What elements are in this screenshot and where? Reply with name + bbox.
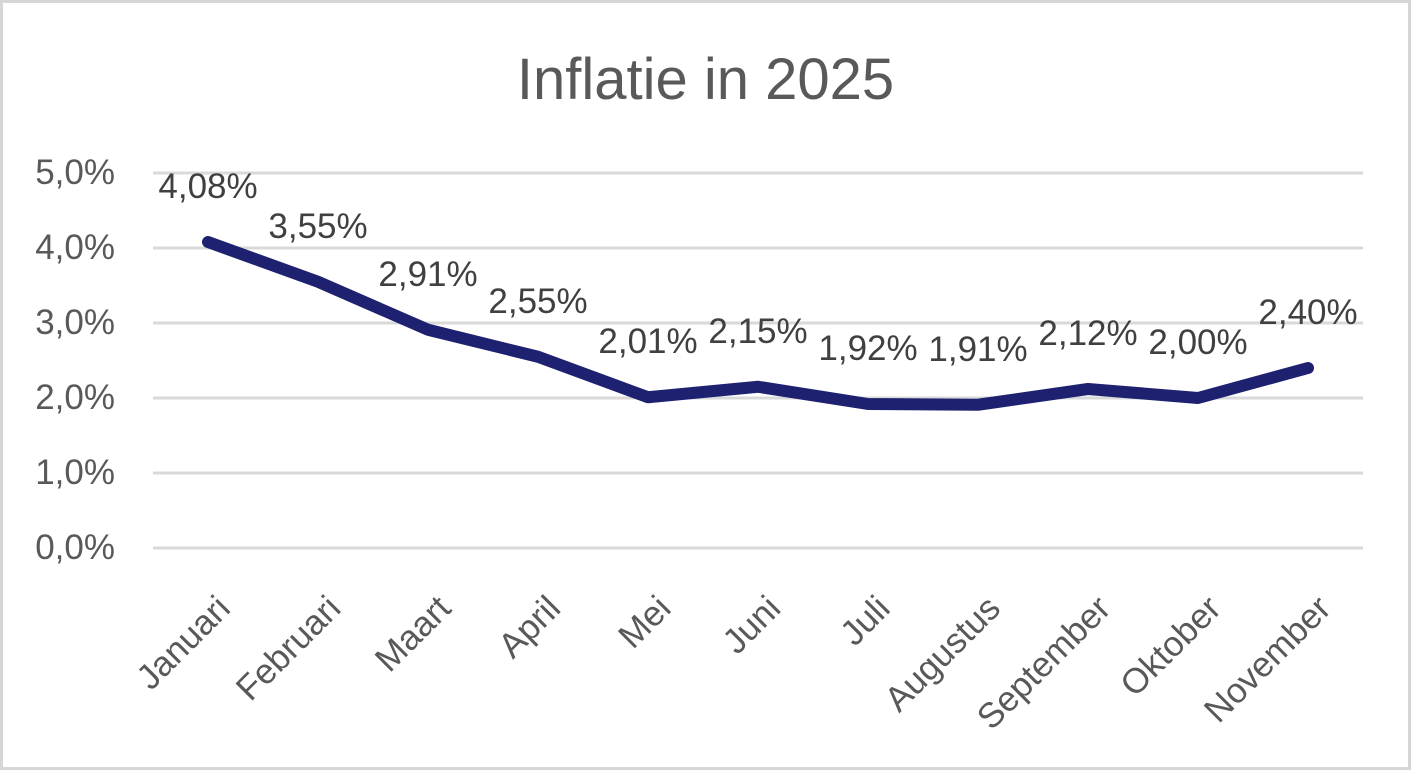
data-label: 4,08% <box>158 167 258 206</box>
y-tick-label: 3,0% <box>35 303 115 342</box>
data-label: 2,00% <box>1148 323 1248 362</box>
data-label: 1,91% <box>928 329 1028 369</box>
data-label: 2,91% <box>378 254 478 294</box>
data-label: 2,12% <box>1038 314 1138 353</box>
inflation-line <box>202 236 1314 411</box>
data-label: 2,55% <box>488 281 588 321</box>
y-tick-label: 5,0% <box>35 153 115 192</box>
data-label: 2,01% <box>598 322 698 362</box>
chart-title: Inflatie in 2025 <box>516 47 895 112</box>
plot-area <box>153 171 1363 550</box>
y-tick-label: 2,0% <box>35 378 115 417</box>
y-tick-label: 0,0% <box>35 528 115 567</box>
data-label: 2,40% <box>1258 293 1358 332</box>
gridlines <box>153 171 1363 550</box>
data-label: 2,15% <box>708 311 808 351</box>
data-label: 1,92% <box>818 329 918 368</box>
data-label: 3,55% <box>268 206 368 246</box>
y-tick-label: 1,0% <box>35 453 115 492</box>
y-tick-label: 4,0% <box>35 228 115 267</box>
